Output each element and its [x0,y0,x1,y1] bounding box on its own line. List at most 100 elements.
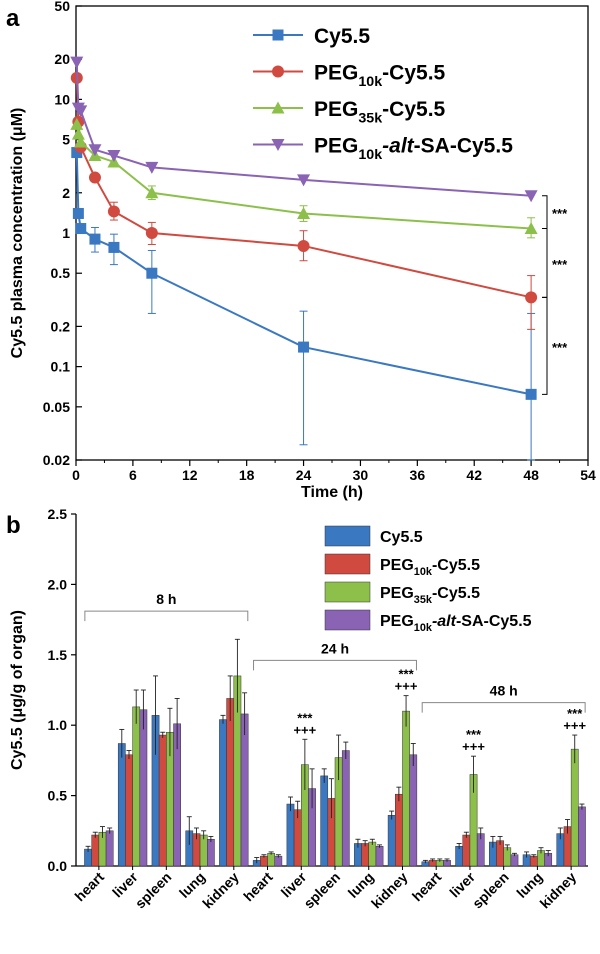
data-point [88,144,102,157]
legend-label-peg35k: PEG35k-Cy5.5 [314,98,446,126]
x-tick-label: 48 [523,467,539,483]
y-tick-label: 0.5 [48,788,68,804]
x-tick-label: 36 [410,467,426,483]
legend-label-subscript: 10k [414,622,433,634]
legend-label-cy55: Cy5.5 [380,529,423,546]
legend-swatch [324,581,371,603]
bars-peg10k [91,675,572,867]
time-group-label: 8 h [156,591,176,607]
chart-b-bars [84,638,586,867]
data-point [72,207,84,219]
bar [240,713,249,867]
time-group-label: 24 h [321,640,349,656]
bar [341,750,350,867]
series-peg35k [70,117,538,239]
data-point [145,186,159,199]
chart-a-legend: Cy5.5PEG10k-Cy5.5PEG35k-Cy5.5PEG10k-alt-… [253,25,513,163]
legend-swatch-marker [271,101,285,114]
series-peg10k [70,71,538,330]
x-tick-label: 42 [466,467,482,483]
bar [455,846,463,867]
bar [395,793,403,867]
legend-swatch [324,553,371,575]
x-tick-label: 0 [72,467,80,483]
time-group-label: 48 h [490,683,518,699]
legend-label-base: PEG [314,135,358,158]
legend-label-base: Cy5.5 [380,529,423,546]
legend-label-base: PEG [314,98,358,121]
legend-label-peg35k: PEG35k-Cy5.5 [380,585,480,606]
time-group-bracket [421,702,586,713]
data-point [298,341,310,353]
x-tick-label: 54 [580,467,596,483]
y-tick-label: 0.1 [51,359,71,375]
x-tick-label: 18 [239,467,255,483]
bar [207,838,215,867]
bar [402,710,410,867]
bars-alt [105,689,586,867]
chart-b-y-axis: 0.0 0.5 1.0 1.5 2.0 2.5 [48,506,76,874]
legend-label-rest: -Cy5.5 [382,98,445,121]
significance-label: +++ [395,679,418,694]
y-tick-label: 0.5 [51,265,71,281]
x-tick-label: spleen [469,869,512,912]
bar [158,734,167,867]
y-tick-label: 5 [62,132,70,148]
bar [375,846,384,867]
legend-label-alt: PEG10k-alt-SA-Cy5.5 [314,135,513,163]
legend-label-rest: -Cy5.5 [382,62,445,85]
panel-a-label: a [6,5,20,32]
x-tick-label: 30 [353,467,369,483]
y-tick-label: 2.5 [48,506,68,522]
data-point [75,223,87,235]
x-tick-label: spleen [132,869,175,912]
data-point [297,174,311,187]
bar [267,853,275,867]
chart-b-y-axis-label: Cy5.5 (μg/g of organ) [9,610,26,770]
data-point [524,190,538,203]
legend-label-rest: -Cy5.5 [432,585,480,602]
legend-label-base: PEG [380,585,414,602]
legend-label-subscript: 35k [414,594,433,606]
significance-bracket [542,228,548,298]
x-tick-label: heart [409,869,445,905]
data-point [145,161,159,174]
significance-label: *** [552,257,568,272]
y-tick-label: 1.5 [48,647,68,663]
y-tick-label: 2 [62,185,70,201]
bars-cy55 [84,675,565,867]
legend-label-italic: -alt [432,613,457,630]
data-point [146,267,158,279]
data-point [70,117,84,130]
bar [510,854,519,867]
data-point [525,388,537,400]
data-point [74,135,88,148]
legend-label-base: PEG [380,557,414,574]
significance-label: *** [567,706,583,721]
data-point [71,127,85,140]
significance-label: +++ [462,739,485,754]
legend-swatch-marker [272,29,284,41]
series-alt [70,56,538,203]
legend-swatch [324,525,371,547]
bar [105,830,114,867]
chart-b-time-groups: 8 h 24 h 48 h [84,591,586,713]
x-tick-label: 24 [296,467,312,483]
legend-label-base: Cy5.5 [314,25,370,48]
y-tick-label: 0.0 [48,858,68,874]
bar [132,706,141,867]
legend-label-base: PEG [314,62,358,85]
y-tick-label: 10 [54,91,70,107]
legend-label-alt: PEG10k-alt-SA-Cy5.5 [380,613,532,634]
legend-swatch-marker [272,65,284,78]
bar [529,855,538,867]
y-tick-label: 0.02 [43,452,70,468]
significance-bracket [542,296,548,395]
x-tick-label: 6 [129,467,137,483]
data-point [107,205,120,218]
panel-b: b 0.00.51.01.52.02.5 8 h24 h48 h ***+++*… [6,506,588,911]
x-tick-label: kidney [537,869,580,912]
chart-a-y-axis: 0.02 0.05 0.1 0.2 0.5 1 2 5 10 20 50 [43,0,82,468]
